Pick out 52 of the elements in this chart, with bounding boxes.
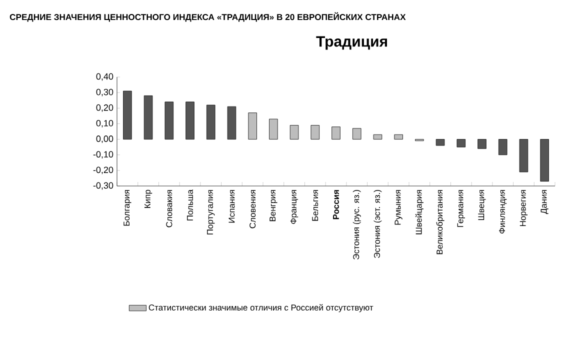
bar <box>123 90 132 140</box>
x-tick-label: Франция <box>290 190 298 224</box>
bar <box>186 102 194 140</box>
bar <box>436 139 445 146</box>
chart-title: СРЕДНИЕ ЗНАЧЕНИЯ ЦЕННОСТНОГО ИНДЕКСА «ТРАДИЦИЯ» В 20 ЕВРОПЕЙСКИХ СТРАНАХ <box>10 12 406 22</box>
x-tick-label: Великобритания <box>436 190 444 254</box>
bar <box>332 126 340 140</box>
y-tick-label: 0,30 <box>96 88 114 96</box>
x-tick-label: Словакия <box>166 190 172 228</box>
bar <box>478 139 486 149</box>
bar <box>498 139 508 156</box>
bar <box>206 104 216 140</box>
legend-label: Статистически значимые отличия с Россией отсутствуют <box>148 304 374 312</box>
y-tick-label: -0,30 <box>93 182 114 190</box>
bar <box>248 112 257 140</box>
bar <box>540 139 549 182</box>
x-tick-label: Кипр <box>144 190 152 208</box>
x-tick-label: Дания <box>540 190 548 214</box>
y-tick-label: 0,40 <box>96 73 114 81</box>
x-tick-label: Германия <box>457 190 465 227</box>
x-tick-label: Румыния <box>394 190 402 225</box>
y-tick-label: -0,10 <box>93 151 114 159</box>
y-tick-label: 0,10 <box>96 120 114 128</box>
bar <box>144 95 153 140</box>
bar <box>519 139 528 172</box>
x-tick-label: Словения <box>250 190 256 228</box>
x-tick-label: Норвегия <box>520 190 528 226</box>
x-tick-label: Эстония (рус. яз.) <box>352 190 361 260</box>
y-tick-label: -0,20 <box>93 166 114 174</box>
x-tick-label: Бельгия <box>312 190 318 221</box>
chart-subtitle: Традиция <box>316 36 387 50</box>
bar <box>394 134 403 140</box>
bar <box>227 106 236 140</box>
bar <box>164 102 174 140</box>
bar <box>456 139 466 148</box>
x-tick-label: Болгария <box>124 190 132 226</box>
bar <box>310 125 320 140</box>
bar <box>269 118 278 140</box>
bar <box>373 134 382 140</box>
y-tick-label: 0,00 <box>96 136 114 143</box>
x-tick-label: Швейцария <box>415 190 424 234</box>
bar <box>352 128 362 140</box>
x-tick-label: Португалия <box>207 190 215 234</box>
x-tick-label: Эстония (эст. яз.) <box>374 190 382 258</box>
y-tick-label: 0,20 <box>96 104 114 112</box>
x-tick-label: Швеция <box>478 190 486 220</box>
bar <box>290 125 299 140</box>
x-tick-label: Венгрия <box>270 190 278 222</box>
x-tick-label: Финляндия <box>499 190 507 234</box>
x-tick-label: Испания <box>228 190 235 223</box>
x-tick-label: Россия <box>333 190 339 220</box>
x-tick-label: Польша <box>187 190 193 220</box>
